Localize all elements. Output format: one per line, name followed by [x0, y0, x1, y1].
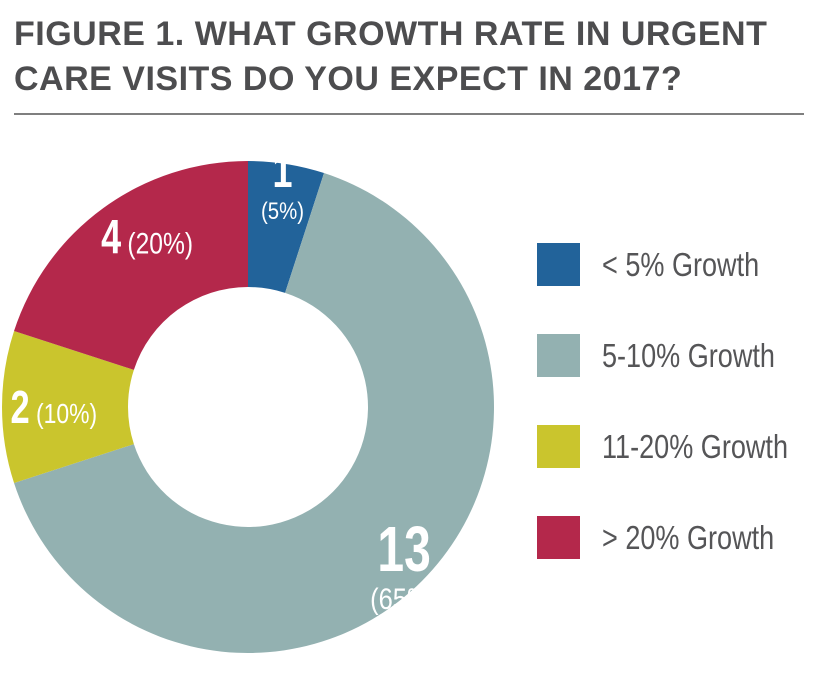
legend-item: > 20% Growth [537, 516, 817, 560]
slice-4 [14, 161, 248, 370]
slice-value-label: 13 [377, 513, 430, 584]
slice-percent-label: (5%) [261, 197, 304, 224]
slice-value-label: 4 [101, 210, 121, 263]
legend-swatch [537, 516, 580, 559]
legend-label: 5-10% Growth [602, 334, 775, 378]
legend-swatch [537, 334, 580, 377]
slice-percent-label: (65%) [370, 582, 438, 615]
legend-label: > 20% Growth [602, 516, 774, 560]
legend-swatch [537, 243, 580, 286]
legend-label: 11-20% Growth [602, 425, 788, 469]
slice-percent-label: (20%) [127, 226, 193, 260]
legend-item: 11-20% Growth [537, 425, 817, 469]
legend-label: < 5% Growth [602, 243, 759, 287]
legend-item: 5-10% Growth [537, 334, 817, 378]
slice-value-label: 2 [10, 381, 29, 433]
slice-percent-label: (10%) [36, 399, 97, 430]
legend-item: < 5% Growth [537, 243, 817, 287]
legend-swatch [537, 425, 580, 468]
slice-value-label: 1 [273, 144, 293, 197]
